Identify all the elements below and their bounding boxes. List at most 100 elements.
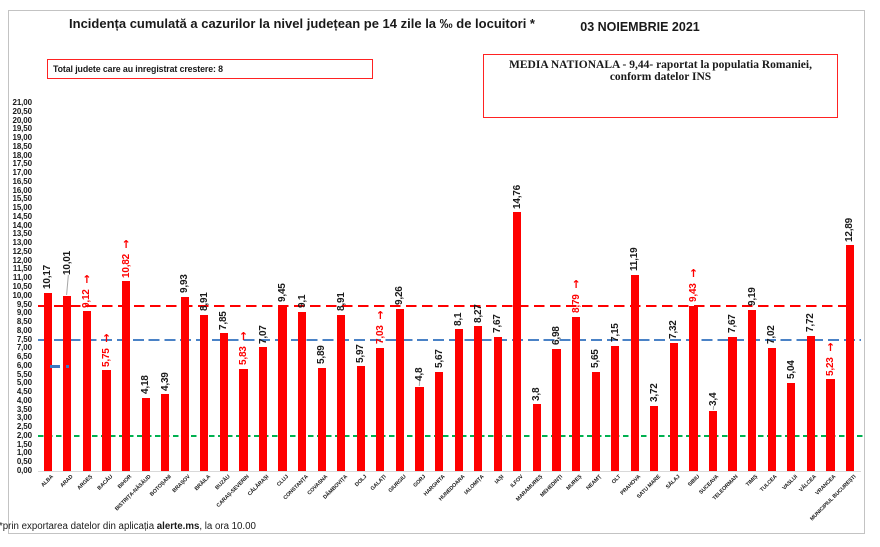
blue-reference-line <box>38 339 861 342</box>
y-tick-label: 20,50 <box>12 106 32 116</box>
bar <box>728 336 737 471</box>
bar <box>611 345 620 471</box>
y-tick-label: 21,00 <box>12 97 32 107</box>
y-tick-label: 2,00 <box>16 430 32 440</box>
bar <box>415 386 424 471</box>
bar <box>826 379 835 471</box>
x-axis-line <box>38 471 861 472</box>
bar <box>630 274 639 471</box>
bar-value-label: 8,27 <box>472 303 484 323</box>
bar <box>454 329 463 471</box>
bar <box>63 295 72 471</box>
y-tick-label: 8,00 <box>16 325 32 335</box>
bar-value-label: 5,97 <box>355 344 367 363</box>
bar <box>669 342 678 471</box>
bar <box>708 411 718 471</box>
bar <box>121 281 131 471</box>
y-tick-label: 4,50 <box>16 387 32 397</box>
bar <box>806 335 815 471</box>
y-tick-label: 19,00 <box>12 133 32 143</box>
bar-value-label: 7,07 <box>257 324 269 344</box>
bar-value-label: 5,04 <box>785 360 797 380</box>
chart-title: Incidența cumulată a cazurilor la nivel … <box>69 16 535 31</box>
bar-value-label: 10,82 <box>120 253 132 278</box>
bar-value-label: 7,72 <box>805 313 817 333</box>
increase-arrow-icon: ↑ <box>688 267 699 281</box>
y-tick-label: 19,50 <box>12 124 32 134</box>
y-tick-label: 6,50 <box>16 352 32 362</box>
y-tick-label: 13,50 <box>12 229 32 239</box>
y-tick-label: 15,50 <box>12 194 32 204</box>
bar-value-label: 9,93 <box>179 274 191 294</box>
bar <box>513 212 522 471</box>
bar-value-label: 7,32 <box>668 320 680 340</box>
y-tick-label: 10,00 <box>12 290 32 300</box>
y-tick-label: 5,00 <box>16 378 32 388</box>
bar <box>102 370 111 471</box>
national-average-box: MEDIA NATIONALA - 9,44- raportat la popu… <box>483 54 838 118</box>
bar-value-label: 8,91 <box>198 292 210 312</box>
bar-value-label: 9,19 <box>746 287 758 307</box>
bar <box>82 311 91 471</box>
y-tick-label: 18,50 <box>12 141 32 151</box>
bar <box>298 311 307 471</box>
bar <box>435 371 444 471</box>
bar-value-label: 9,1 <box>296 294 308 309</box>
y-tick-label: 8,50 <box>16 317 32 327</box>
bar-value-label: 3,8 <box>531 387 543 401</box>
y-tick-label: 16,00 <box>12 185 32 195</box>
label-leader-line <box>712 406 714 410</box>
footnote-prefix: *prin exportarea datelor din aplicația <box>0 521 157 532</box>
bar <box>474 326 483 471</box>
y-tick-label: 11,50 <box>12 264 32 274</box>
y-tick-label: 12,50 <box>12 246 32 256</box>
footnote-app-name: alerte.ms <box>156 521 200 532</box>
bar <box>493 336 502 471</box>
y-tick-label: 4,00 <box>16 395 32 405</box>
bar <box>532 404 542 471</box>
bar <box>337 314 346 471</box>
bar <box>650 405 659 471</box>
y-tick-label: 11,00 <box>12 273 32 283</box>
y-tick-label: 3,00 <box>16 413 32 423</box>
y-tick-label: 1,00 <box>16 448 32 458</box>
increase-arrow-icon: ↑ <box>825 340 836 354</box>
y-tick-label: 13,00 <box>12 238 32 248</box>
y-tick-label: 6,00 <box>16 360 32 370</box>
increase-arrow-icon: ↑ <box>571 278 581 292</box>
y-tick-label: 0,00 <box>16 466 32 475</box>
bar <box>787 382 796 471</box>
bar-value-label: 4,8 <box>414 367 426 381</box>
y-tick-label: 12,00 <box>12 255 32 265</box>
bar <box>161 394 170 471</box>
y-tick-label: 3,50 <box>16 404 32 414</box>
stray-blue-mark <box>65 365 70 369</box>
growth-count-box: Total judete care au inregistrat crester… <box>47 59 373 79</box>
bar-value-label: 10,17 <box>42 265 54 290</box>
national-average-line1: MEDIA NATIONALA - 9,44- raportat la popu… <box>509 59 812 71</box>
bar <box>317 367 326 471</box>
bar <box>141 397 150 471</box>
increase-arrow-icon: ↑ <box>121 237 131 251</box>
bar <box>767 347 776 471</box>
bar-value-label: 5,23 <box>824 357 836 376</box>
y-tick-label: 7,50 <box>16 334 32 344</box>
y-tick-label: 18,00 <box>12 150 32 160</box>
y-tick-label: 17,00 <box>12 168 32 178</box>
y-tick-label: 14,00 <box>12 220 32 230</box>
y-tick-label: 2,50 <box>16 422 32 432</box>
bar-value-label: 5,75 <box>100 348 112 367</box>
stray-blue-mark <box>50 365 60 369</box>
national-average-line2: conform datelor INS <box>609 71 712 83</box>
bar-value-label: 5,65 <box>590 349 602 369</box>
bar <box>748 309 757 471</box>
y-tick-label: 1,50 <box>16 439 32 449</box>
bar-value-label: 8,91 <box>335 292 347 312</box>
bar-value-label: 12,89 <box>844 217 856 242</box>
bar <box>395 308 405 471</box>
y-tick-label: 14,50 <box>12 211 32 221</box>
increase-arrow-icon: ↑ <box>238 330 249 344</box>
bar-value-label: 7,03 <box>374 325 386 345</box>
bar-value-label: 7,85 <box>218 311 230 330</box>
